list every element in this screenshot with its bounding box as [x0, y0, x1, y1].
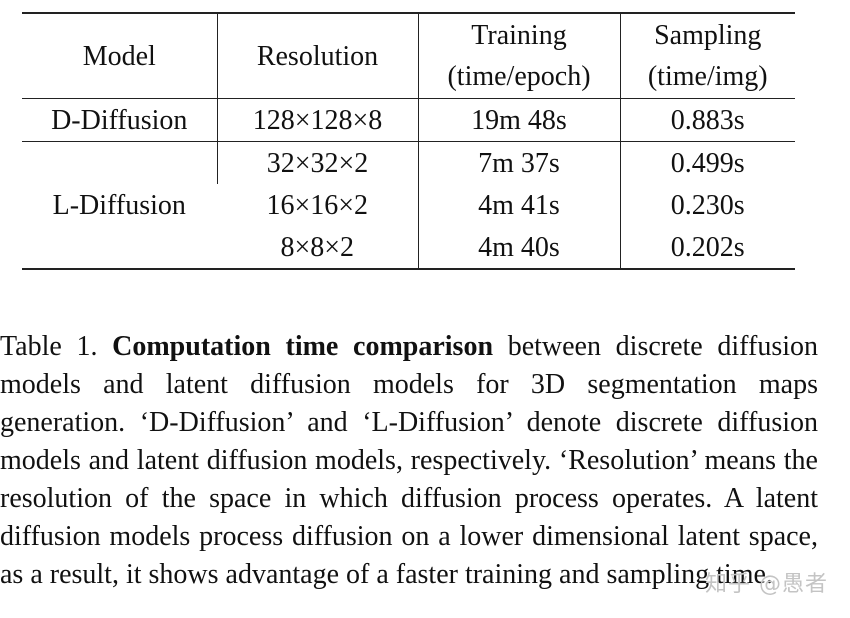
watermark: 知乎 @愚者: [705, 572, 828, 597]
sampling-cell: 0.883s: [619, 98, 795, 142]
header-sampling-line2: (time/img): [647, 61, 768, 92]
training-cell: 19m 48s: [417, 98, 620, 142]
table-row: 16×16×2 4m 41s 0.230s: [22, 184, 795, 226]
model-cell: D-Diffusion: [22, 98, 217, 142]
caption-text: between discrete diffusion models and la…: [0, 331, 818, 590]
header-training-line1: Training: [471, 20, 567, 51]
header-training-line2: (time/epoch): [447, 61, 591, 92]
table-caption: Table 1. Computation time comparison bet…: [0, 328, 818, 594]
header-sampling: Sampling (time/img): [619, 12, 795, 99]
header-model: Model: [22, 12, 217, 99]
header-resolution: Resolution: [216, 12, 418, 99]
resolution-cell: 8×8×2: [217, 226, 418, 270]
header-sampling-line1: Sampling: [654, 20, 762, 51]
resolution-cell: 32×32×2: [216, 141, 418, 184]
resolution-cell: 16×16×2: [266, 189, 369, 221]
training-cell: 4m 41s: [417, 184, 620, 226]
sampling-cell: 0.202s: [619, 226, 795, 270]
table-row: 8×8×2 4m 40s 0.202s: [22, 226, 795, 270]
table-row: D-Diffusion 128×128×8 19m 48s 0.883s: [22, 98, 795, 142]
computation-time-table: Model Resolution Training (time/epoch) S…: [22, 12, 795, 270]
header-training: Training (time/epoch): [417, 12, 620, 99]
training-cell: 7m 37s: [417, 141, 620, 184]
training-cell: 4m 40s: [417, 226, 620, 270]
results-table-container: Model Resolution Training (time/epoch) S…: [22, 12, 795, 270]
caption-title: Computation time comparison: [112, 331, 494, 362]
resolution-cell: 128×128×8: [216, 98, 418, 142]
caption-label: Table 1.: [0, 331, 98, 362]
sampling-cell: 0.230s: [619, 184, 795, 226]
table-row: L-Diffusion 32×32×2 7m 37s 0.499s: [22, 141, 795, 270]
table-header-row: Model Resolution Training (time/epoch) S…: [22, 12, 795, 99]
model-cell: L-Diffusion: [22, 141, 217, 270]
sampling-cell: 0.499s: [619, 141, 795, 184]
